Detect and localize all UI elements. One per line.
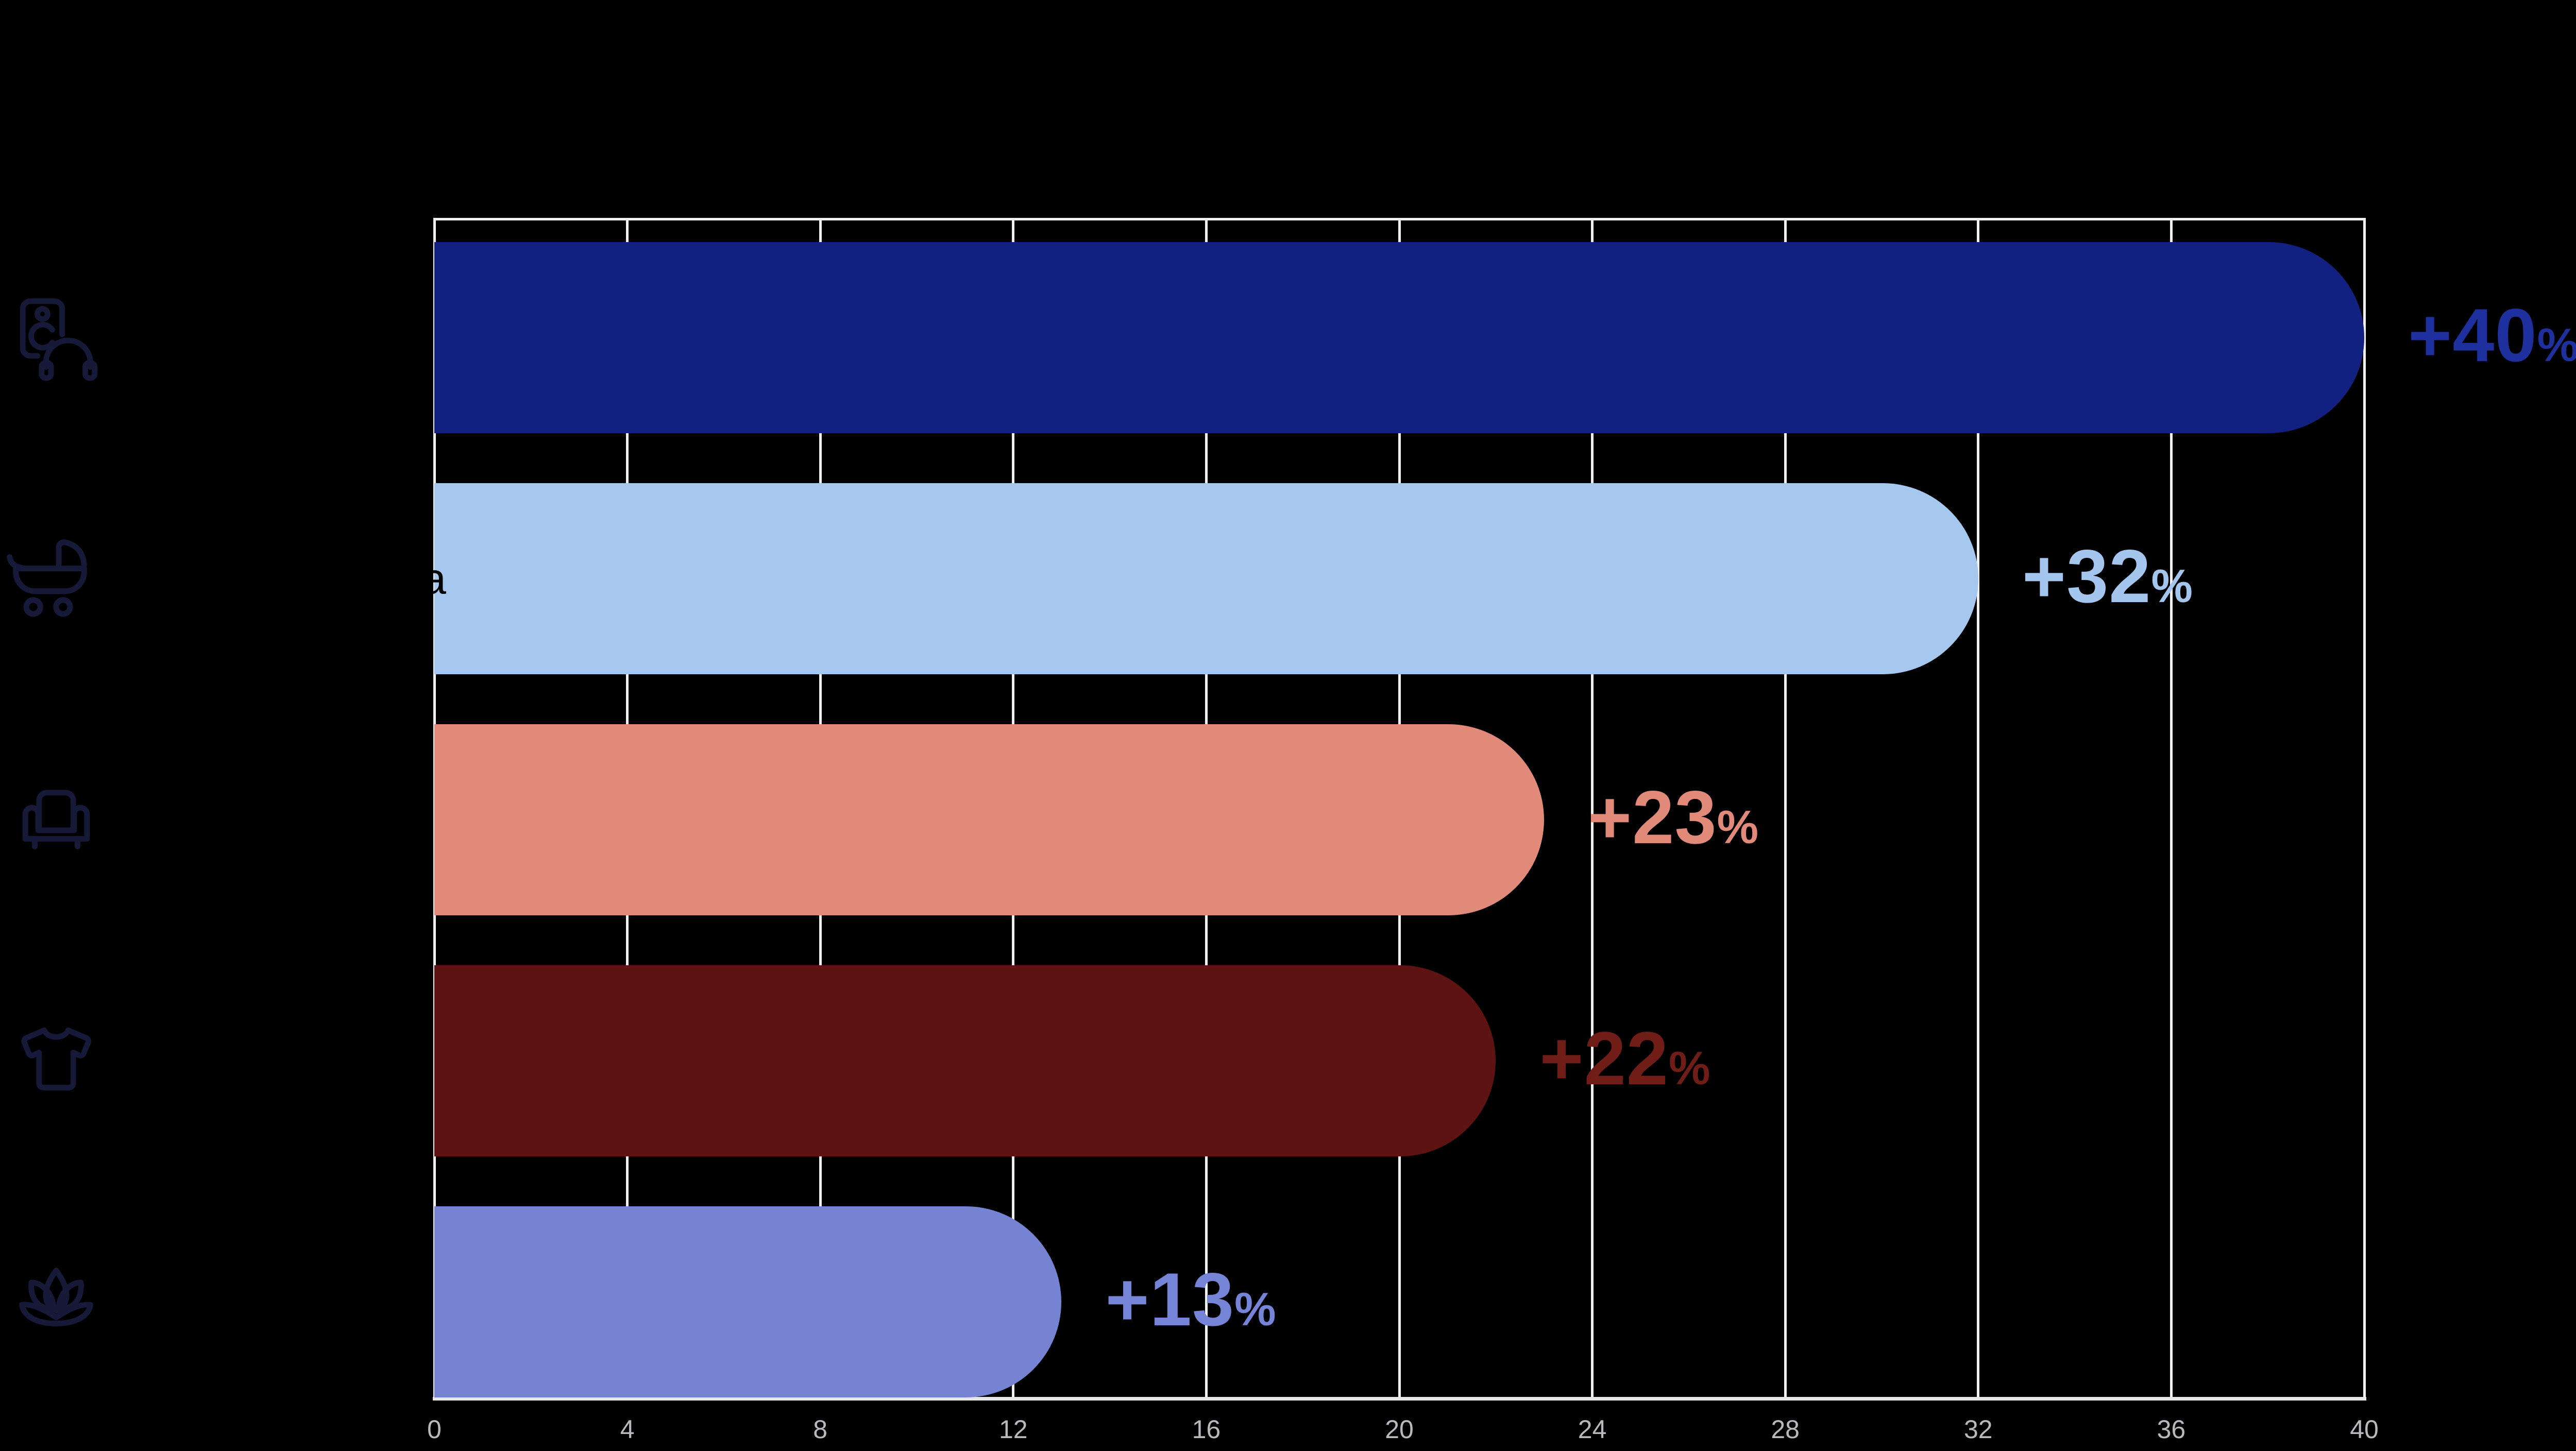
x-tick-label-24: 24 [1578,1415,1607,1444]
gridline-x-24 [1591,219,1594,1398]
x-tick-label-28: 28 [1771,1415,1800,1444]
value-label-number: +13 [1105,1257,1235,1341]
value-label-furniture: +23% [1588,774,1759,860]
bar-furniture [434,724,1544,915]
bar-wellness [434,1206,1062,1397]
percent-sign: % [2537,319,2576,371]
plot-top-border [433,217,2366,220]
x-tick-label-12: 12 [998,1415,1028,1444]
x-tick-label-20: 20 [1385,1415,1414,1444]
armchair-icon [13,776,99,864]
value-label-baby-products: +32% [2022,533,2193,619]
percent-sign: % [2151,560,2193,612]
speaker-headphones-icon [13,294,99,382]
value-label-number: +23 [1587,775,1717,859]
value-label-apparel: +22% [1539,1015,1710,1101]
x-axis-line [433,1397,2366,1401]
x-tick-label-8: 8 [813,1415,828,1444]
x-tick-label-40: 40 [2350,1415,2379,1444]
x-tick-label-16: 16 [1192,1415,1221,1444]
bar-baby-products [434,483,1978,674]
percent-sign: % [1234,1283,1277,1336]
x-tick-label-36: 36 [2157,1415,2186,1444]
x-tick-label-4: 4 [620,1415,635,1444]
gridline-x-28 [1784,219,1787,1398]
value-label-number: +40 [2408,293,2537,377]
value-label-wellness: +13% [1105,1256,1276,1342]
value-label-number: +22 [1539,1016,1669,1100]
tshirt-icon [13,1017,99,1105]
bar-electronics-audio [434,242,2364,433]
gridline-x-36 [2170,219,2173,1398]
percent-sign: % [1717,801,1759,853]
gridline-x-40 [2363,219,2366,1398]
gridline-x-32 [1977,219,1980,1398]
stroller-icon [4,535,96,623]
percent-sign: % [1668,1042,1711,1095]
x-tick-label-32: 32 [1963,1415,1993,1444]
value-label-electronics-audio: +40% [2408,292,2576,378]
x-tick-label-0: 0 [427,1415,442,1444]
bar-apparel [434,965,1496,1156]
value-label-number: +32 [2022,534,2151,618]
partial-category-label: a [422,554,446,603]
lotus-icon [13,1258,99,1346]
